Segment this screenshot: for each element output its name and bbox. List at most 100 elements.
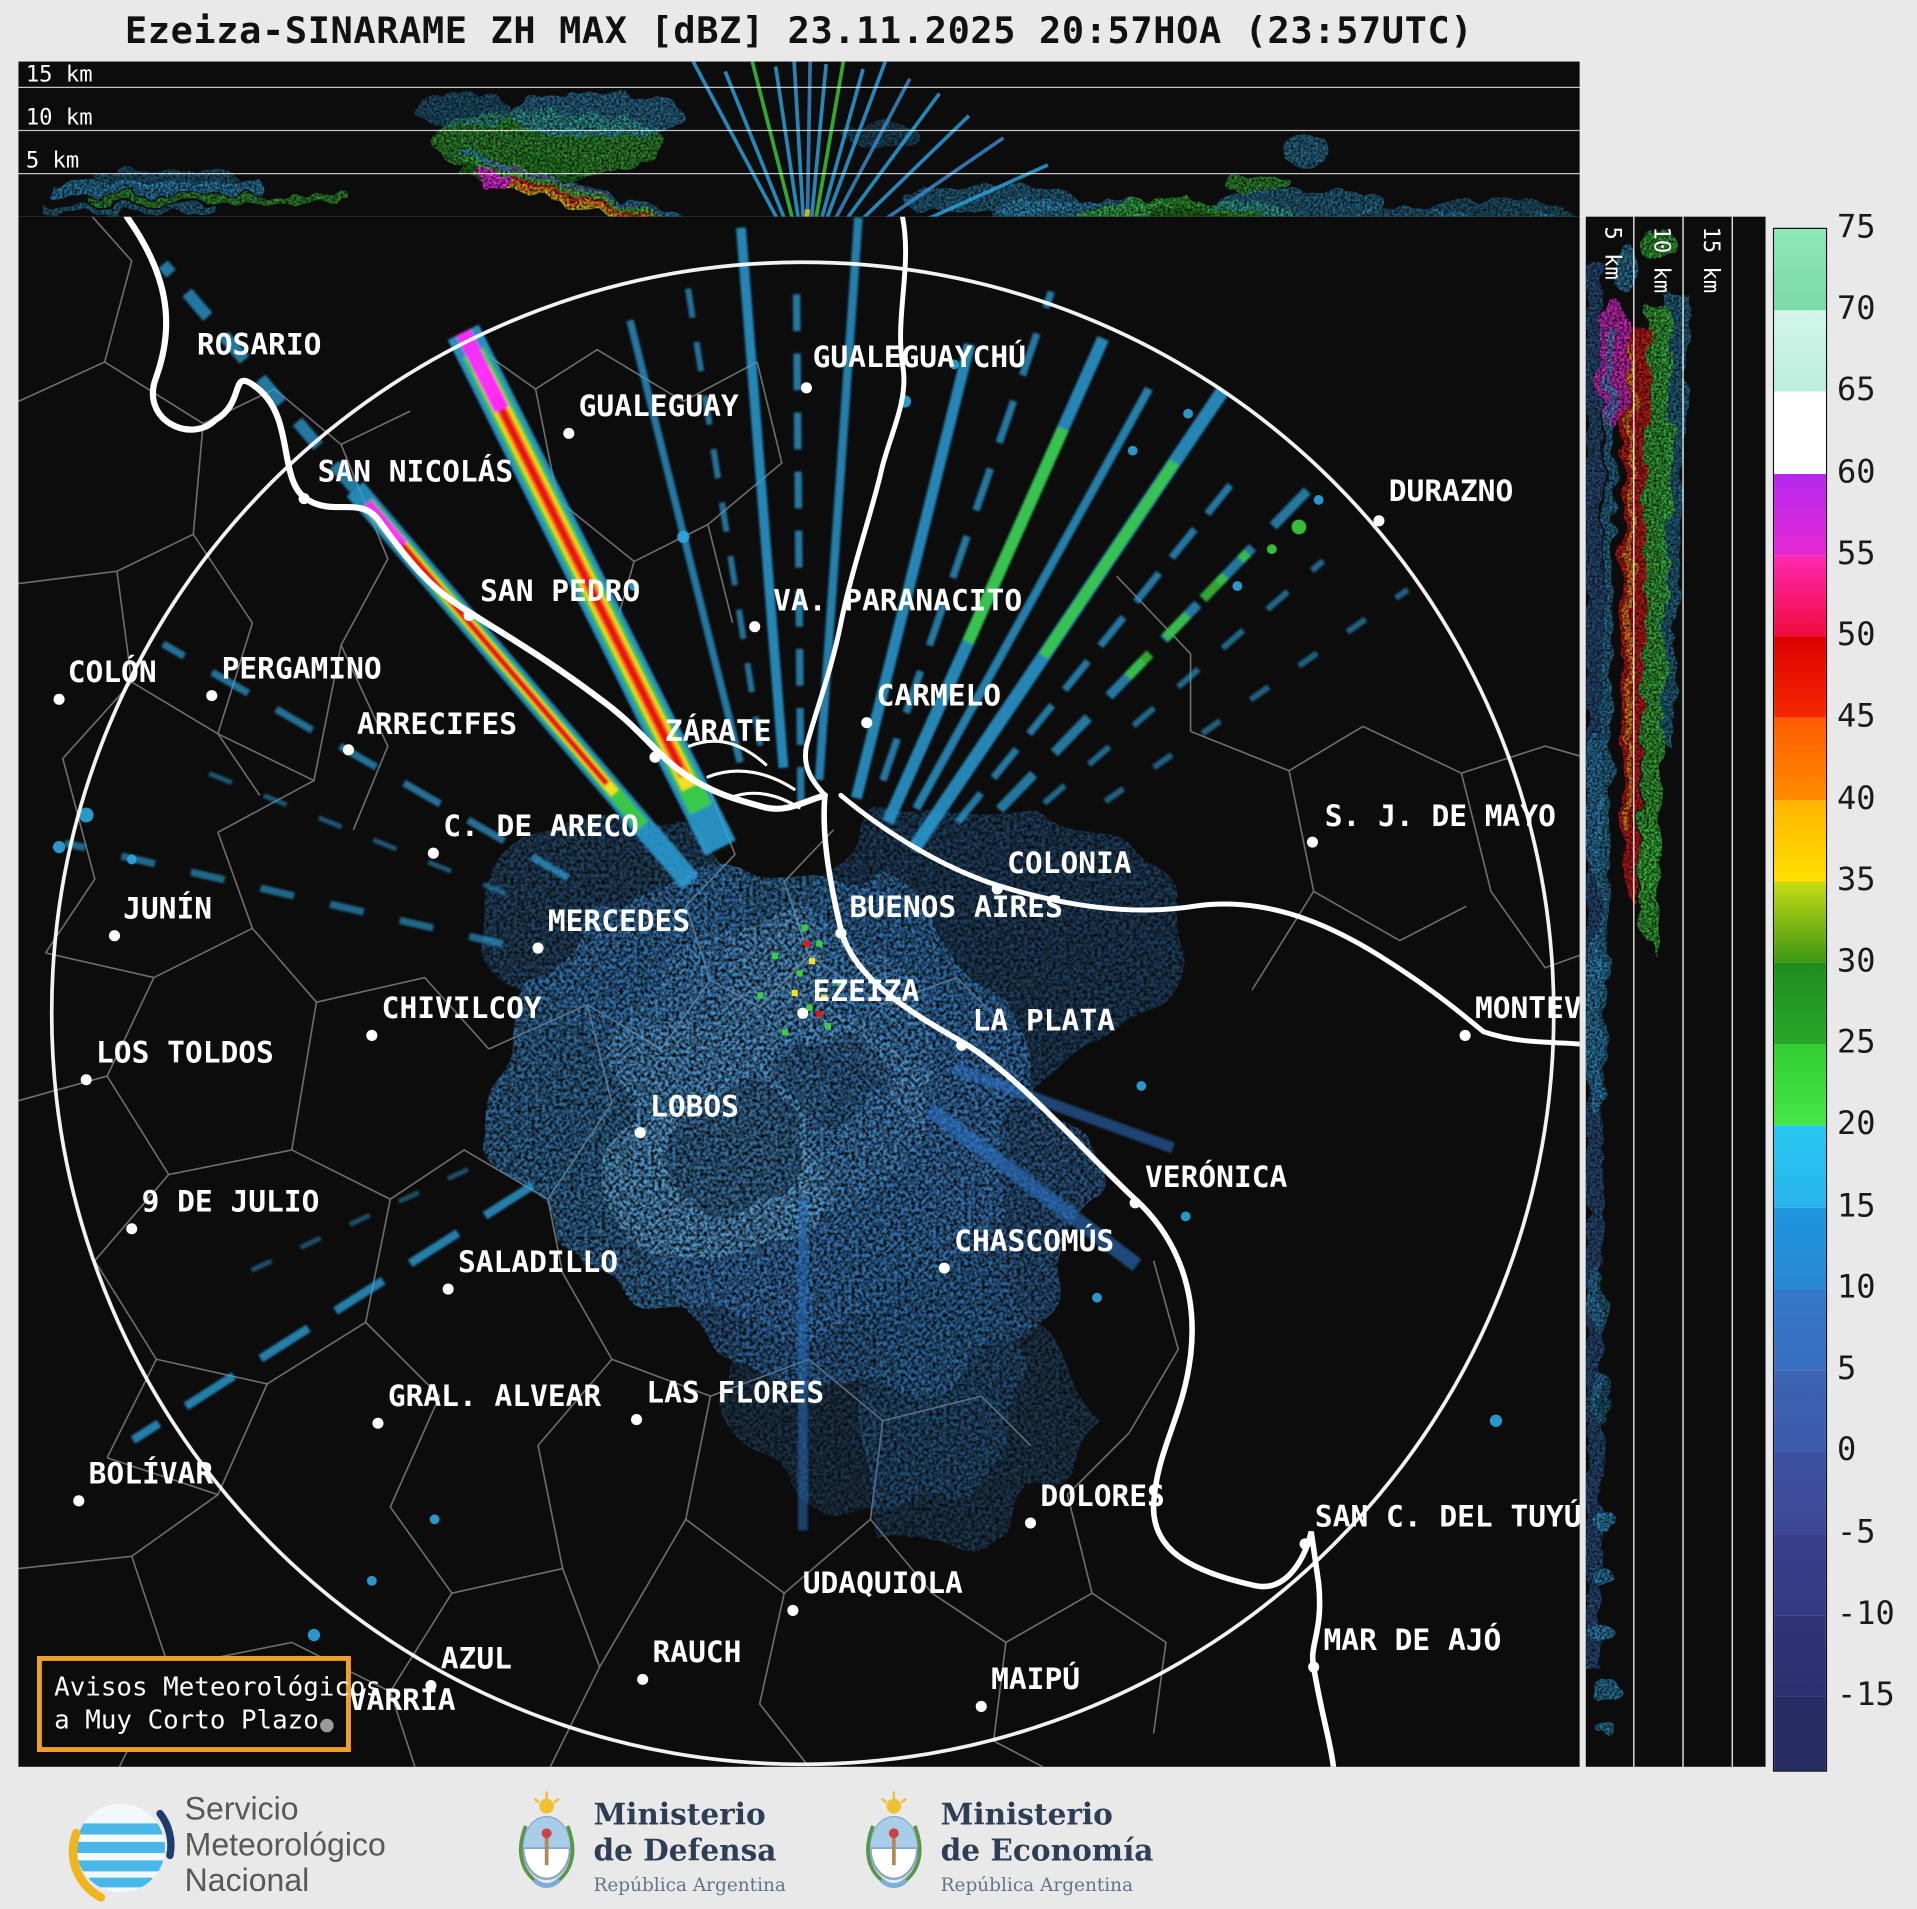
city-dot (787, 1604, 799, 1616)
defensa-sub: República Argentina (593, 1873, 786, 1897)
city-label: CHASCOMÚS (954, 1222, 1114, 1258)
radar-echo-spike (64, 839, 504, 948)
colorbar-segment (1774, 555, 1826, 637)
city-label: LA PLATA (973, 1004, 1115, 1038)
colorbar-segment (1774, 392, 1826, 474)
city-dot (975, 1700, 987, 1712)
city-label: JUNÍN (123, 890, 212, 925)
radar-echo-dot (949, 359, 960, 370)
city-dot-gray (320, 1718, 334, 1733)
colorbar-segment (1774, 1207, 1826, 1289)
city-dot (749, 621, 761, 633)
radar-echo-spike (243, 1167, 470, 1276)
radar-echo-spike (962, 425, 1069, 645)
city-dot (206, 690, 218, 702)
colorbar-tick-label: 30 (1836, 943, 1876, 981)
smn-line2: Meteorológico (184, 1825, 386, 1863)
city-dot (53, 693, 65, 705)
colorbar-tick-label: 20 (1836, 1106, 1876, 1144)
colorbar-tick-label: 35 (1836, 861, 1876, 899)
city-dot (73, 1495, 85, 1507)
radar-echo-spike (954, 475, 1240, 825)
top-profile-plot: 15 km 10 km 5 km (18, 61, 1580, 217)
radar-echo-dot (1136, 1080, 1147, 1091)
altitude-gridlines (18, 86, 1580, 175)
radar-echo-dot (126, 854, 137, 865)
colorbar-segment (1774, 229, 1826, 311)
altitude-label-15km: 15 km (1698, 227, 1724, 294)
city-dot (1373, 515, 1385, 527)
altitude-gridlines (1633, 216, 1734, 1767)
city-dot (463, 610, 475, 622)
top-vertical-profile-panel: 15 km 10 km 5 km (18, 61, 1580, 217)
coat-of-arms-icon (518, 1791, 575, 1889)
footer: Servicio Meteorológico Nacional Argentin… (0, 1791, 1917, 1909)
city-label: VERÓNICA (1145, 1158, 1287, 1194)
interference-spikes (64, 217, 1410, 1531)
city-label: ZÁRATE (665, 713, 772, 748)
colorbar-tick-labels: 75 70 65 60 55 50 45 40 35 30 25 20 15 10 5 0 -5 -10 -15 (1837, 0, 1917, 1909)
colorbar-tick-label: 0 (1836, 1432, 1857, 1470)
colorbar-segment (1774, 1696, 1826, 1771)
colorbar-tick-label: 70 (1836, 290, 1876, 328)
right-profile-echoes (1585, 231, 1690, 1736)
city-dot (991, 883, 1003, 895)
smn-line1: Servicio (184, 1790, 299, 1828)
radar-echo-spike (161, 640, 571, 882)
city-dot (835, 927, 847, 939)
colorbar-tick-label: 50 (1836, 616, 1876, 654)
ministry-economia: Ministerio de Economía República Argenti… (941, 1796, 1154, 1896)
city-dot (1299, 1538, 1311, 1550)
colorbar-segment (1774, 473, 1826, 556)
city-dot (649, 751, 661, 763)
city-dot (80, 1074, 92, 1086)
radar-echo-dot (366, 1575, 377, 1586)
city-label: COLONIA (1007, 846, 1132, 880)
city-label: RAUCH (653, 1635, 742, 1669)
radar-echo-spike (158, 260, 360, 494)
economia-sub: República Argentina (940, 1873, 1134, 1897)
city-label: MERCEDES (548, 904, 690, 938)
city-dot (108, 930, 121, 942)
colorbar-segment (1774, 718, 1826, 800)
colorbar-segment (1774, 636, 1826, 719)
radar-center-echoes (757, 924, 848, 1036)
city-dot (956, 1039, 968, 1051)
city-dot (861, 717, 873, 729)
advisory-box[interactable]: Avisos Meteorológicos a Muy Corto Plazo (36, 1655, 382, 1752)
radar-echo-spike (879, 290, 1055, 782)
city-label: GRAL. ALVEAR (388, 1379, 602, 1413)
city-dot (425, 1679, 437, 1692)
city-label: SAN PEDRO (480, 574, 640, 608)
radar-echo-dot (1489, 1414, 1503, 1427)
city-dot (427, 847, 439, 859)
city-label: 9 DE JULIO (142, 1185, 320, 1219)
city-label: GUALEGUAYCHÚ (813, 338, 1026, 374)
radar-echo-spike (792, 274, 805, 805)
radar-echo-spike (491, 394, 685, 771)
ministry-defensa: Ministerio de Defensa República Argentin… (593, 1796, 785, 1896)
city-dot (1306, 836, 1318, 848)
colorbar-tick-label: -15 (1836, 1676, 1895, 1714)
city-label: S. J. DE MAYO (1325, 799, 1556, 833)
city-dot (342, 744, 354, 756)
radar-echo-dot (1092, 1292, 1102, 1303)
colorbar-tick-label: 25 (1836, 1024, 1876, 1062)
advisory-line2: a Muy Corto Plazo (54, 1705, 319, 1735)
economia-line1: Ministerio (940, 1796, 1113, 1833)
colorbar-tick-label: 40 (1836, 780, 1876, 817)
radar-echo-dot (1183, 408, 1194, 419)
city-dot (563, 427, 575, 439)
city-label: MONTEVIDEO (1475, 991, 1580, 1025)
colorbar-tick-label: -5 (1836, 1513, 1876, 1551)
radar-echo-dot (1127, 445, 1138, 456)
city-dot (126, 1223, 138, 1235)
city-label: BUENOS AIRES (850, 890, 1063, 924)
advisory-line1: Avisos Meteorológicos (54, 1671, 382, 1702)
smn-logo-icon (68, 1803, 175, 1902)
radar-echo-spike (130, 1181, 536, 1444)
radar-echo-spike (926, 1103, 1142, 1272)
city-label: UDAQUIOLA (803, 1566, 963, 1600)
colorbar-tick-label: 60 (1836, 453, 1876, 491)
